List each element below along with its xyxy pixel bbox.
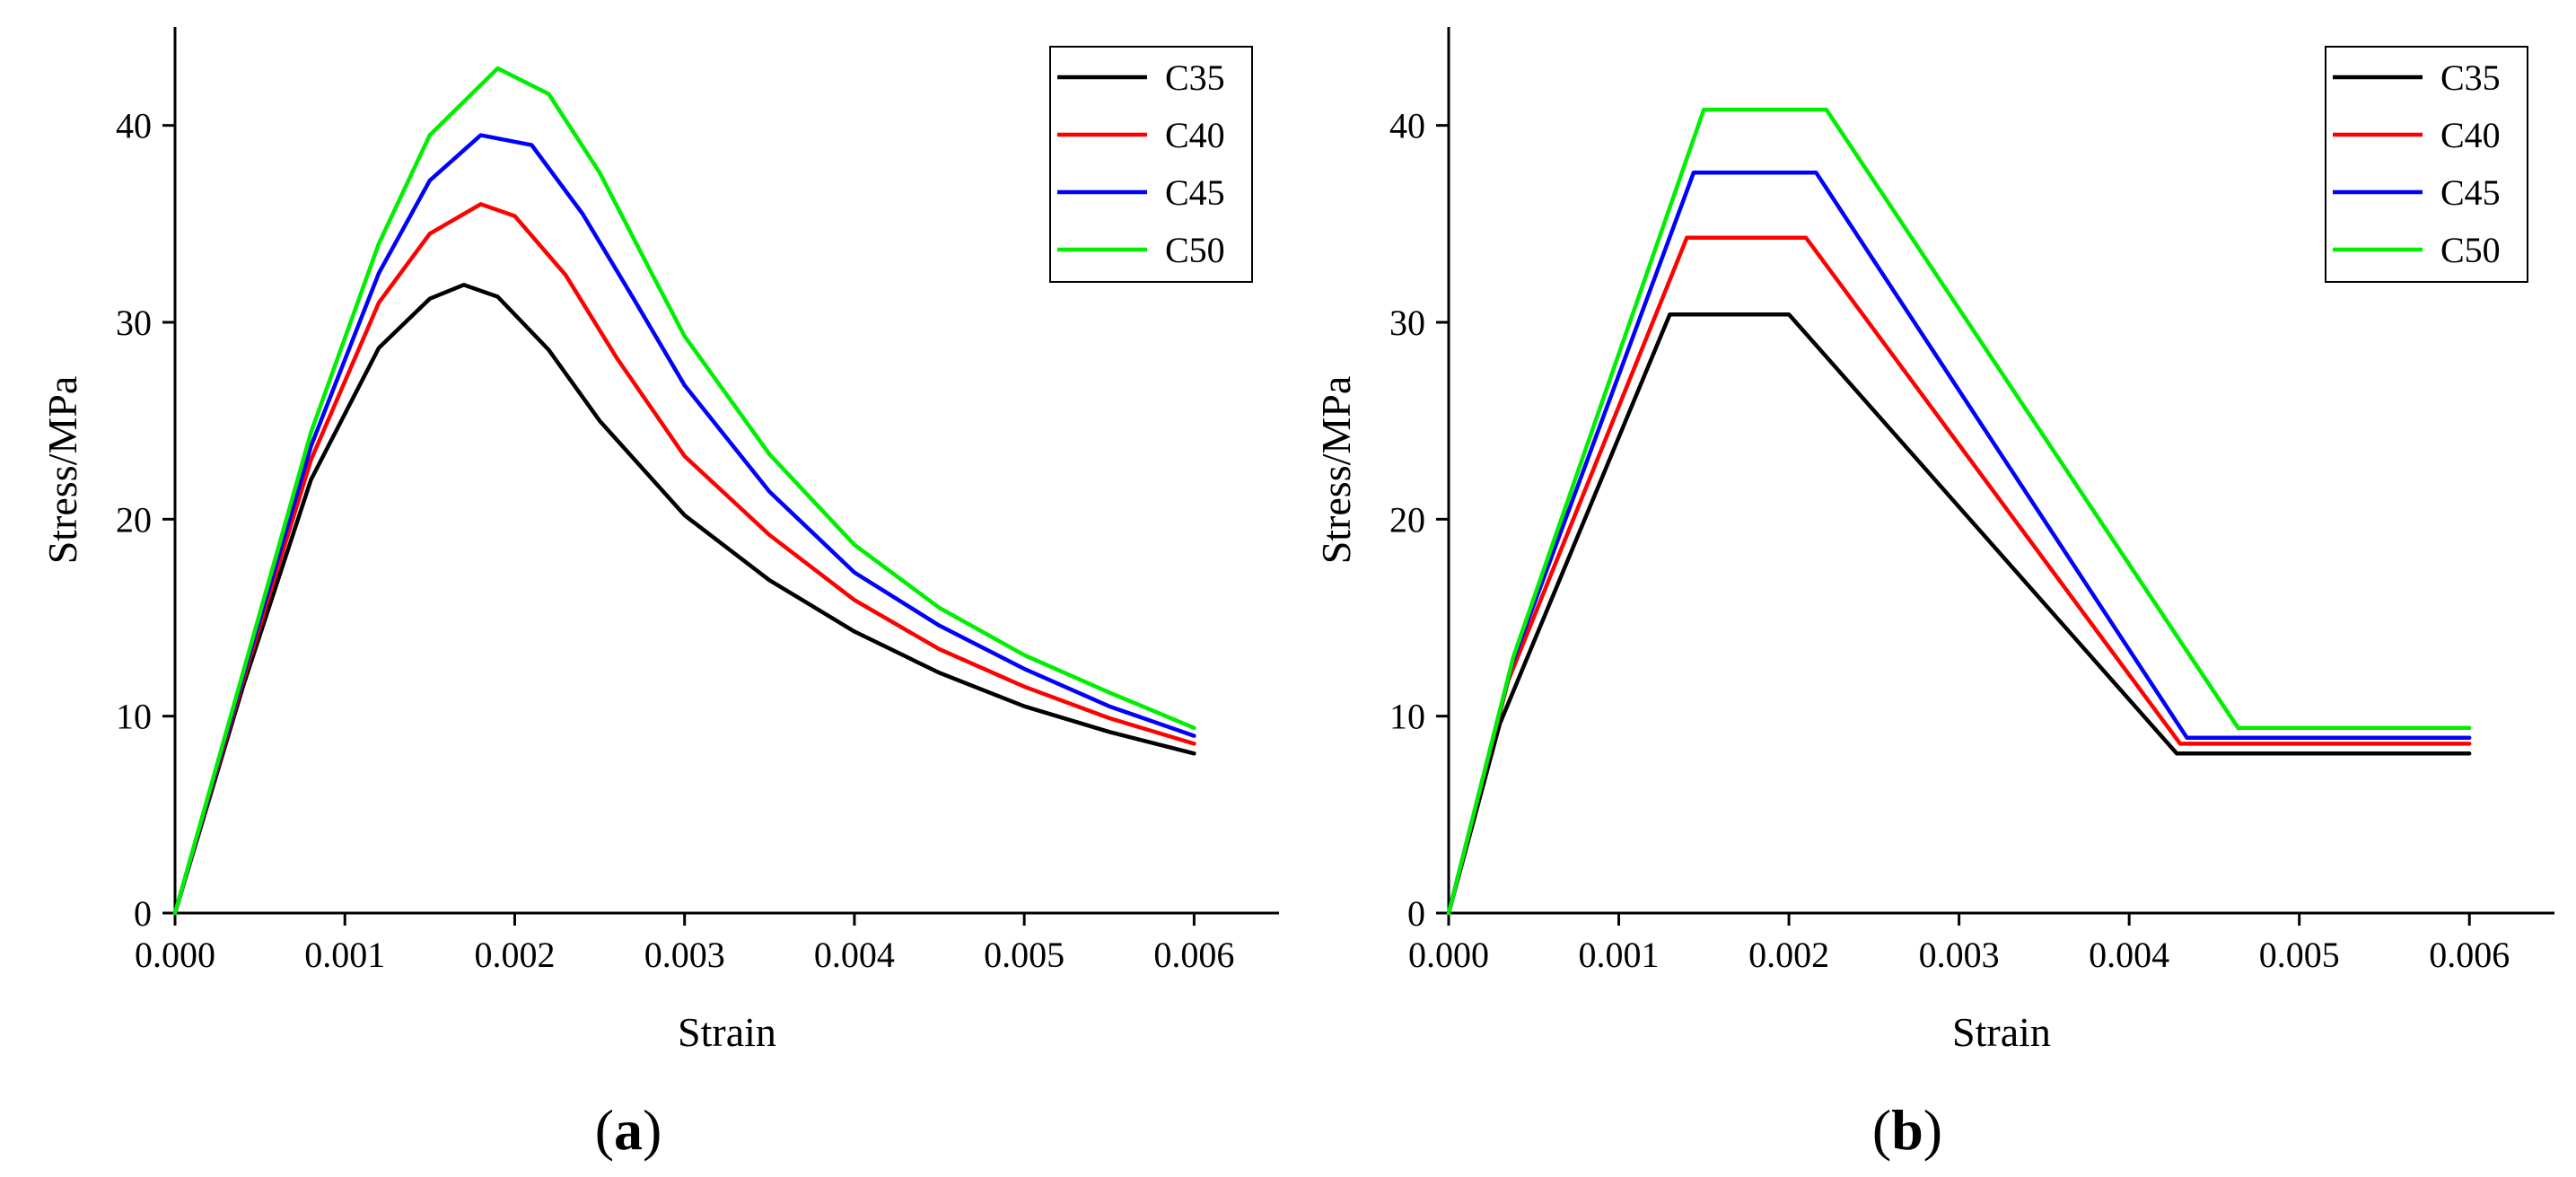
y-tick-label: 10: [1389, 697, 1425, 737]
x-tick-label: 0.006: [2429, 935, 2510, 975]
y-tick-label: 20: [116, 499, 152, 540]
x-tick-label: 0.003: [1919, 935, 2000, 975]
legend-label-c35: C35: [2440, 57, 2501, 98]
x-ticks: 0.000 0.001 0.002 0.003 0.004 0.005 0.006: [135, 913, 1234, 975]
legend: C35 C40 C45 C50: [2325, 46, 2528, 283]
series-line-c45: [172, 133, 1196, 916]
legend-box: [2325, 46, 2528, 283]
caption-open-paren: (: [1872, 1098, 1891, 1162]
x-tick-label: 0.002: [474, 935, 555, 975]
x-tick-label: 0.005: [984, 935, 1065, 975]
chart-b: 0.000 0.001 0.002 0.003 0.004 0.005 0.006 0 10 20…: [1313, 27, 2554, 1162]
series-group: [172, 66, 1196, 916]
x-tick-label: 0.000: [135, 935, 215, 975]
x-axis-label: Strain: [678, 1009, 776, 1055]
y-axis-label: Stress/MPa: [1313, 376, 1359, 565]
legend-box: [1049, 46, 1253, 283]
caption-close-paren: ): [643, 1098, 662, 1162]
y-tick-label: 40: [1389, 106, 1425, 146]
caption-letter: b: [1891, 1098, 1923, 1162]
legend-label-c45: C45: [2440, 172, 2501, 213]
x-ticks: 0.000 0.001 0.002 0.003 0.004 0.005 0.006: [1408, 913, 2510, 975]
series-line-c40: [1446, 235, 2472, 916]
legend-label-c45: C45: [1165, 172, 1225, 213]
legend-label-c40: C40: [1165, 115, 1225, 155]
x-tick-label: 0.001: [304, 935, 385, 975]
legend-label-c50: C50: [1165, 230, 1225, 270]
series-line-c35: [172, 283, 1196, 916]
series-line-c35: [1446, 312, 2472, 916]
y-tick-label: 30: [116, 303, 152, 343]
x-tick-label: 0.006: [1153, 935, 1234, 975]
caption-open-paren: (: [595, 1098, 614, 1162]
y-tick-label: 0: [134, 893, 152, 934]
x-axis-label: Strain: [1952, 1009, 2051, 1055]
y-tick-label: 40: [116, 106, 152, 146]
panel-caption: (a): [595, 1098, 662, 1162]
legend-label-c40: C40: [2440, 115, 2501, 155]
legend-label-c35: C35: [1165, 57, 1225, 98]
y-axis-label: Stress/MPa: [39, 376, 85, 565]
x-tick-label: 0.002: [1748, 935, 1829, 975]
series-line-c50: [172, 66, 1196, 916]
y-tick-label: 10: [116, 697, 152, 737]
caption-letter: a: [614, 1098, 643, 1162]
y-ticks: 0 10 20 30 40: [1389, 106, 1449, 934]
chart-a: 0.000 0.001 0.002 0.003 0.004 0.005 0.006 0 10 20…: [39, 27, 1279, 1162]
panel-caption: (b): [1872, 1098, 1942, 1162]
x-tick-label: 0.001: [1579, 935, 1660, 975]
series-line-c40: [172, 202, 1196, 916]
x-tick-label: 0.004: [2089, 935, 2169, 975]
y-tick-label: 20: [1389, 499, 1425, 540]
x-tick-label: 0.005: [2259, 935, 2340, 975]
caption-close-paren: ): [1923, 1098, 1942, 1162]
y-tick-label: 30: [1389, 303, 1425, 343]
y-ticks: 0 10 20 30 40: [116, 106, 175, 934]
series-group: [1446, 107, 2472, 916]
y-tick-label: 0: [1407, 893, 1425, 934]
legend-label-c50: C50: [2440, 230, 2501, 270]
x-tick-label: 0.004: [814, 935, 895, 975]
legend: C35 C40 C45 C50: [1049, 46, 1253, 283]
x-tick-label: 0.000: [1408, 935, 1489, 975]
x-tick-label: 0.003: [644, 935, 725, 975]
series-line-c45: [1446, 171, 2472, 916]
series-line-c50: [1446, 107, 2472, 916]
